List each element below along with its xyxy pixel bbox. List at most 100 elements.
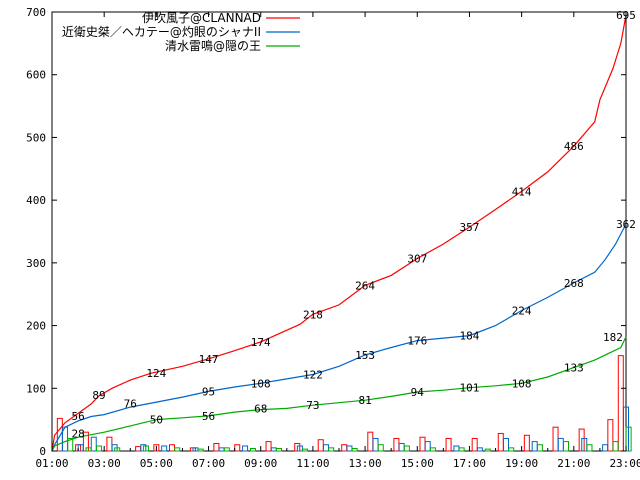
bar-2 (95, 445, 102, 452)
series-line-2 (51, 336, 627, 452)
bar-0 (617, 355, 624, 452)
bar-1 (346, 445, 353, 452)
x-tick-label: 19:00 (505, 457, 538, 470)
bar-2 (142, 445, 149, 452)
data-label: 28 (71, 427, 84, 440)
bar-2 (302, 448, 309, 452)
y-tick-label: 100 (26, 382, 46, 395)
bar-0 (552, 426, 559, 452)
x-tick-label: 11:00 (296, 457, 329, 470)
x-tick-label: 17:00 (453, 457, 486, 470)
x-tick-label: 07:00 (192, 457, 225, 470)
bar-1 (557, 437, 564, 452)
bar-1 (531, 441, 538, 452)
bar-1 (424, 441, 431, 452)
bar-0 (169, 444, 176, 452)
series-line-0 (51, 14, 627, 452)
data-label: 414 (512, 185, 532, 198)
bar-2 (85, 447, 92, 452)
bar-2 (508, 447, 515, 452)
bar-2 (429, 447, 436, 452)
bar-1 (372, 437, 379, 452)
bar-0 (523, 434, 530, 452)
x-tick-label: 05:00 (140, 457, 173, 470)
data-label: 56 (202, 410, 215, 423)
bar-0 (607, 419, 614, 452)
data-label: 357 (460, 221, 480, 234)
data-label: 122 (303, 368, 323, 381)
data-label: 264 (355, 279, 375, 292)
data-label: 50 (150, 414, 163, 427)
bar-2 (625, 426, 632, 452)
bar-1 (77, 444, 84, 452)
data-label: 224 (512, 305, 532, 318)
data-label: 76 (124, 397, 137, 410)
bar-0 (445, 437, 452, 452)
data-label: 176 (407, 335, 427, 348)
data-label: 133 (564, 362, 584, 375)
bar-2 (174, 447, 181, 452)
bar-1 (602, 444, 609, 452)
bar-0 (317, 439, 324, 452)
data-label: 101 (460, 382, 480, 395)
bar-2 (458, 447, 465, 452)
x-tick-label: 21:00 (557, 457, 590, 470)
x-tick-label: 13:00 (349, 457, 382, 470)
y-tick-label: 300 (26, 257, 46, 270)
bar-0 (106, 436, 113, 452)
bar-2 (223, 447, 230, 452)
bar-1 (322, 444, 329, 452)
data-label: 94 (411, 386, 425, 399)
bar-1 (270, 447, 277, 452)
data-label: 486 (564, 140, 584, 153)
data-label: 218 (303, 308, 323, 321)
bar-1 (502, 437, 509, 452)
y-tick-label: 200 (26, 320, 46, 333)
x-tick-label: 01:00 (35, 457, 68, 470)
legend-label: 伊吹風子@CLANNAD (142, 11, 261, 25)
bar-1 (398, 442, 405, 452)
y-tick-label: 500 (26, 131, 46, 144)
bar-2 (351, 447, 358, 452)
bar-1 (218, 447, 225, 452)
bar-1 (296, 445, 303, 452)
series-line-1 (51, 223, 627, 452)
bar-0 (341, 444, 348, 452)
bar-2 (114, 447, 121, 452)
x-tick-label: 03:00 (88, 457, 121, 470)
bar-0 (471, 437, 478, 452)
data-label: 95 (202, 385, 215, 398)
bar-2 (275, 447, 282, 452)
data-label: 182 (603, 331, 623, 344)
bar-0 (419, 436, 426, 452)
bar-2 (377, 444, 384, 452)
bar-0 (265, 441, 272, 452)
data-label: 153 (355, 349, 375, 362)
data-label: 184 (460, 330, 480, 343)
data-label: 147 (199, 353, 219, 366)
data-label: 124 (146, 367, 166, 380)
data-label: 307 (407, 252, 427, 265)
data-label: 68 (254, 402, 267, 415)
bar-2 (484, 448, 491, 452)
data-label: 73 (306, 399, 319, 412)
bar-0 (497, 432, 504, 452)
data-label: 81 (358, 394, 371, 407)
bar-1 (453, 445, 460, 452)
x-tick-label: 15:00 (401, 457, 434, 470)
bar-1 (476, 447, 483, 452)
y-tick-label: 700 (26, 6, 46, 19)
bar-1 (90, 436, 97, 452)
bar-0 (234, 444, 241, 452)
bar-1 (161, 445, 168, 452)
bar-2 (562, 441, 569, 452)
bar-2 (67, 437, 74, 452)
plot-frame (51, 11, 627, 452)
bar-2 (249, 447, 256, 452)
data-label: 108 (251, 377, 271, 390)
data-label: 108 (512, 377, 532, 390)
data-label: 268 (564, 277, 584, 290)
data-label: 362 (616, 218, 636, 231)
data-label: 89 (92, 389, 105, 402)
